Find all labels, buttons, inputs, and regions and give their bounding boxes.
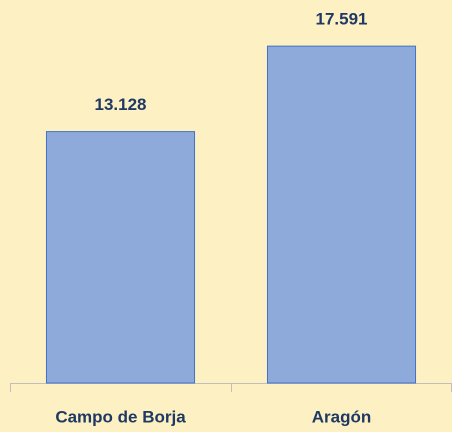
bar xyxy=(266,45,417,384)
x-tick-label: Campo de Borja xyxy=(55,407,186,426)
data-label: 17.591 xyxy=(316,10,368,29)
data-label: 13.128 xyxy=(95,95,147,114)
x-tick-label: Aragón xyxy=(312,407,372,426)
bar xyxy=(45,131,196,384)
